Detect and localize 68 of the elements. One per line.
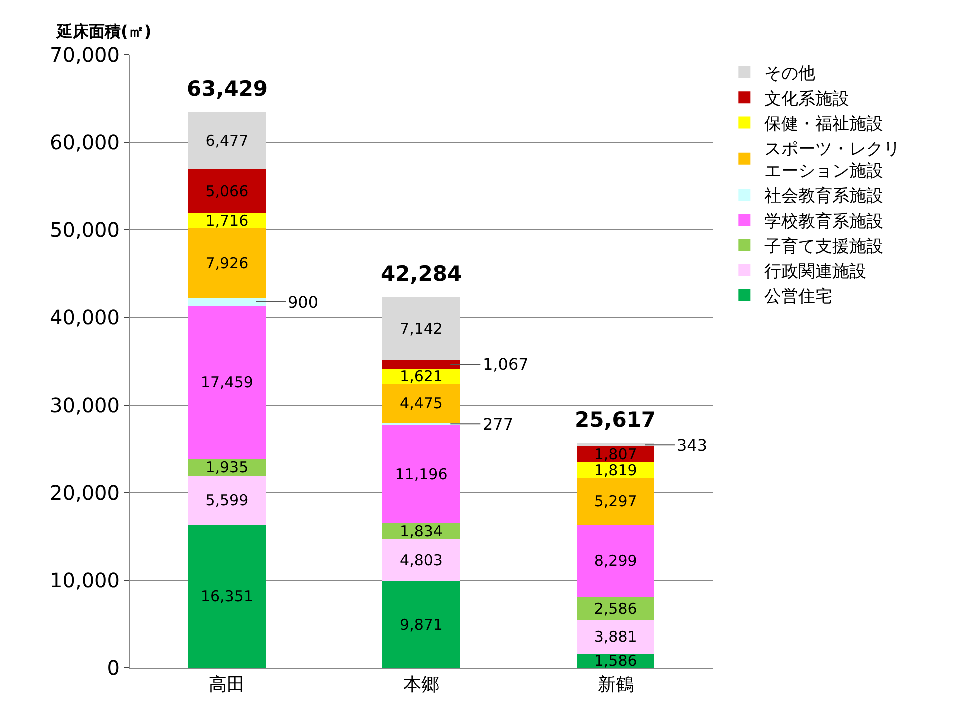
y-tick-label: 20,000 — [50, 480, 120, 505]
x-tick-label: 新鶴 — [598, 674, 634, 696]
y-tick-label: 50,000 — [50, 218, 120, 242]
data-label: 343 — [677, 436, 708, 455]
bar — [188, 306, 266, 459]
data-label: 1,067 — [483, 355, 529, 374]
legend-label: 公営住宅 — [764, 287, 833, 308]
data-label: 8,299 — [594, 552, 638, 570]
y-tick-label: 70,000 — [50, 43, 120, 67]
data-label: 6,477 — [206, 132, 249, 150]
data-label: 16,351 — [200, 587, 254, 606]
bar — [576, 524, 655, 598]
data-label: 277 — [483, 415, 514, 434]
x-tick-label: 本郷 — [404, 674, 440, 696]
y-tick-label: 10,000 — [50, 568, 120, 592]
data-label: 17,459 — [200, 373, 254, 392]
y-tick-label: 30,000 — [50, 393, 120, 418]
total-label: 25,617 — [575, 408, 656, 432]
data-label: 900 — [288, 293, 319, 312]
legend-label: 子育て支援施設 — [764, 236, 884, 257]
legend-label: 文化系施設 — [764, 89, 850, 110]
data-label: 2,586 — [594, 600, 638, 618]
data-label: 5,297 — [594, 492, 638, 511]
data-label: 1,621 — [400, 368, 443, 386]
bar — [576, 620, 655, 654]
data-label: 9,871 — [400, 616, 443, 634]
data-label: 1,716 — [206, 212, 249, 230]
bar — [382, 384, 460, 423]
bar — [188, 169, 266, 214]
bar — [576, 444, 655, 447]
y-axis-title: 延床面積(㎡) — [56, 22, 152, 41]
bar — [382, 298, 460, 360]
legend-label: スポーツ・レクリエーション施設 — [764, 139, 901, 182]
legend-label: 行政関連施設 — [764, 262, 867, 282]
data-label: 1,807 — [594, 446, 638, 464]
bar — [188, 112, 266, 170]
bar — [382, 360, 460, 370]
legend-label: 社会教育系施設 — [764, 186, 884, 207]
bar — [188, 298, 266, 306]
bar — [382, 425, 460, 524]
data-label: 4,803 — [400, 552, 443, 570]
data-label: 3,881 — [594, 628, 638, 646]
data-label: 7,142 — [400, 320, 443, 338]
bar — [382, 540, 460, 582]
data-label: 5,599 — [206, 491, 249, 510]
total-label: 63,429 — [187, 77, 268, 101]
y-tick-label: 60,000 — [50, 130, 120, 155]
y-tick-label: 40,000 — [50, 306, 120, 330]
legend-label: 学校教育系施設 — [764, 212, 884, 232]
bar — [382, 582, 460, 668]
data-label: 5,066 — [206, 182, 249, 200]
data-label: 1,586 — [594, 652, 638, 670]
data-label: 1,935 — [206, 458, 249, 476]
data-label: 4,475 — [400, 394, 443, 412]
data-label: 1,834 — [400, 522, 443, 540]
legend-label: 保健・福祉施設 — [764, 114, 884, 134]
data-label: 7,926 — [206, 254, 249, 272]
bar — [188, 228, 266, 298]
legend-label: その他 — [764, 64, 816, 84]
y-tick-label: 0 — [107, 656, 120, 680]
x-tick-label: 高田 — [209, 674, 246, 696]
bar — [382, 422, 460, 426]
bar — [576, 478, 655, 525]
bar — [188, 524, 266, 668]
total-label: 42,284 — [381, 262, 462, 286]
bar — [188, 476, 266, 525]
data-label: 1,819 — [594, 461, 638, 480]
data-label: 11,196 — [395, 465, 448, 484]
